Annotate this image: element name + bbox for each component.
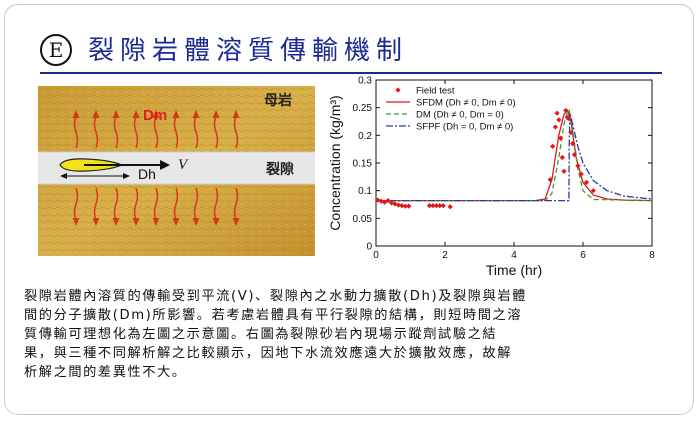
dm-up-arrow: [73, 115, 79, 149]
dm-down-arrowhead: [232, 218, 240, 226]
dm-down-arrowhead: [152, 218, 160, 226]
dm-label: Dm: [143, 107, 168, 124]
field-test-point: [590, 188, 596, 194]
legend-marker: [395, 87, 401, 93]
dm-up-arrow: [173, 115, 179, 149]
dm-down-arrow: [133, 187, 139, 221]
y-tick-label: 0.25: [353, 103, 373, 114]
dm-up-arrowhead: [232, 110, 240, 118]
y-tick-label: 0.05: [353, 214, 373, 225]
field-test-point: [399, 203, 405, 209]
field-test-point: [575, 163, 581, 169]
field-test-point: [583, 179, 590, 185]
page-title: 裂隙岩體溶質傳輸機制: [88, 36, 409, 66]
concentration-chart: 0 0.05 0.1 0.15 0.2 0.25 0.3 0 2 4 6 8 Time (hr) Conc…: [318, 74, 658, 280]
paragraph-line: 果，與三種不同解析解之比較顯示，因地下水流效應遠大於擴散效應，故解: [24, 346, 512, 361]
field-test-point: [447, 204, 453, 210]
dm-up-arrow: [213, 115, 219, 149]
y-tick-label: 0: [366, 242, 372, 253]
title-underline: [40, 72, 662, 74]
field-test-point: [433, 203, 439, 209]
field-test-point: [571, 152, 577, 158]
section-badge: E: [40, 34, 72, 66]
dm-up-arrow: [193, 115, 199, 149]
dm-down-arrowhead: [172, 218, 180, 226]
series-line-3: [376, 113, 653, 202]
legend-label: Field test: [416, 86, 455, 97]
diagram-canvas: [38, 86, 315, 256]
paragraph-line: 質傳輸可理想化為左圖之示意圖。右圖為裂隙砂岩內現場示蹤劑試驗之結: [24, 327, 498, 342]
field-test-point: [566, 116, 572, 122]
paragraph-line: 裂隙岩體內溶質的傳輸受到平流(V)、裂隙內之水動力擴散(Dh)及裂隙與岩體: [24, 289, 527, 304]
field-test-point: [570, 141, 576, 147]
dm-up-arrowhead: [152, 110, 160, 118]
dm-down-arrowhead: [72, 218, 80, 226]
y-tick-label: 0.2: [358, 131, 372, 142]
dm-up-arrowhead: [112, 110, 120, 118]
dm-down-arrow: [233, 187, 239, 221]
dm-down-arrow: [193, 187, 199, 221]
dm-up-arrow: [113, 115, 119, 149]
x-tick-label: 0: [373, 250, 379, 261]
dm-up-arrowhead: [72, 110, 80, 118]
dm-down-arrowhead: [212, 218, 220, 226]
dm-up-arrow: [153, 115, 159, 149]
legend-label: SFPF (Dh = 0, Dm ≠ 0): [416, 122, 513, 133]
y-tick-label: 0.3: [358, 76, 372, 87]
dm-down-arrowhead: [192, 218, 200, 226]
dm-up-arrow: [233, 115, 239, 149]
dm-up-arrowhead: [212, 110, 220, 118]
legend-label: DM (Dh ≠ 0, Dm = 0): [416, 110, 504, 121]
dm-up-arrow: [133, 115, 139, 149]
fractured-rock-diagram: 母岩 裂隙 Dm Dh V: [38, 86, 315, 256]
dm-down-arrow: [73, 187, 79, 221]
dm-down-arrow: [213, 187, 219, 221]
dm-down-arrow: [153, 187, 159, 221]
dm-down-arrow: [93, 187, 99, 221]
paragraph-line: 析解之間的差異性不大。: [24, 365, 187, 380]
field-test-point: [578, 171, 584, 177]
field-test-point: [554, 110, 560, 116]
field-test-point: [559, 154, 565, 161]
x-tick-label: 2: [442, 250, 448, 261]
paragraph-line: 間的分子擴散(Dm)所影響。若考慮岩體具有平行裂隙的結構，則短時間之溶: [24, 308, 523, 323]
dm-down-arrow: [173, 187, 179, 221]
plot-area: [375, 79, 653, 247]
dm-arrows: [72, 110, 240, 226]
y-tick-label: 0.15: [353, 159, 373, 170]
y-axis-label: Concentration (kg/m³): [327, 95, 343, 230]
x-tick-label: 6: [580, 250, 586, 261]
field-test-point: [557, 135, 564, 141]
dm-down-arrowhead: [132, 218, 140, 226]
legend-label: SFDM (Dh ≠ 0, Dm ≠ 0): [416, 98, 516, 109]
dm-up-arrowhead: [92, 110, 100, 118]
series-line-2: [376, 109, 653, 202]
dm-up-arrowhead: [132, 110, 140, 118]
field-test-point: [550, 143, 556, 149]
dm-up-arrowhead: [192, 110, 200, 118]
velocity-label: V: [178, 157, 188, 173]
y-tick-label: 0.1: [358, 186, 372, 197]
matrix-label: 母岩: [264, 93, 292, 109]
dm-up-arrowhead: [172, 110, 180, 118]
dm-up-arrow: [93, 115, 99, 149]
field-test-point: [563, 107, 569, 114]
x-tick-label: 8: [649, 250, 655, 261]
dm-down-arrowhead: [112, 218, 120, 226]
dm-down-arrow: [113, 187, 119, 221]
dh-label: Dh: [138, 166, 156, 182]
description-paragraph: 裂隙岩體內溶質的傳輸受到平流(V)、裂隙內之水動力擴散(Dh)及裂隙與岩體 間的…: [24, 287, 679, 382]
dm-down-arrowhead: [92, 218, 100, 226]
x-tick-label: 4: [511, 250, 517, 261]
x-axis-label: Time (hr): [486, 262, 542, 278]
chart-canvas: 0 0.05 0.1 0.15 0.2 0.25 0.3 0 2 4 6 8 Time (hr) Conc…: [327, 76, 655, 279]
fracture-label: 裂隙: [266, 162, 294, 178]
